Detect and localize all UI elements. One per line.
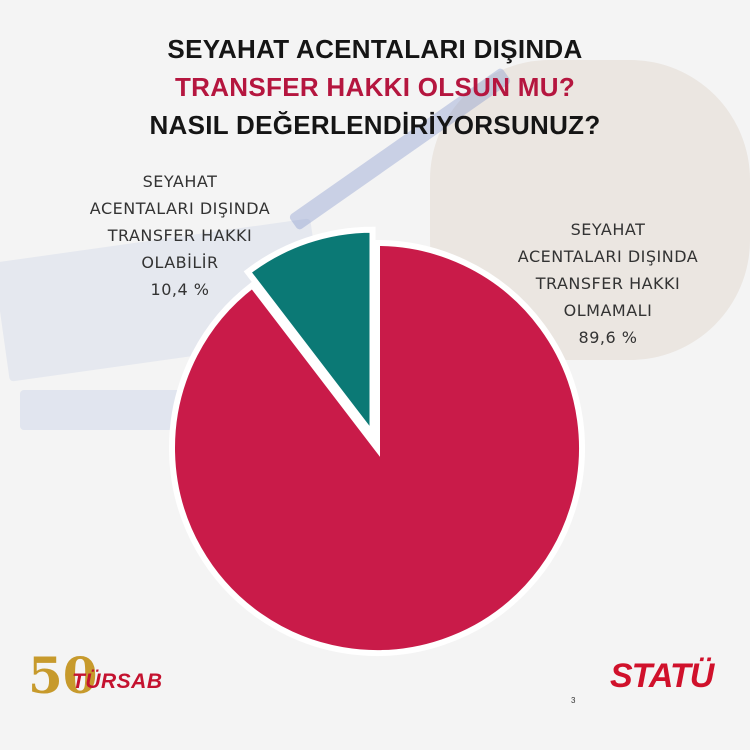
- title-line-3: NASIL DEĞERLENDİRİYORSUNUZ?: [149, 110, 601, 140]
- statu-logo: STATÜ: [610, 656, 720, 700]
- label-value: 10,4 %: [150, 280, 210, 299]
- label-line: OLABİLİR: [141, 253, 219, 272]
- label-line: ACENTALARI DIŞINDA: [517, 247, 699, 266]
- chart-title: SEYAHAT ACENTALARI DIŞINDA TRANSFER HAKK…: [0, 30, 750, 144]
- pie-slice-olabilir: [243, 226, 376, 444]
- label-line: ACENTALARI DIŞINDA: [89, 199, 271, 218]
- title-line-2: TRANSFER HAKKI OLSUN MU?: [174, 72, 576, 102]
- label-line: TRANSFER HAKKI: [535, 274, 681, 293]
- label-line: SEYAHAT: [142, 172, 218, 191]
- tursab-logo: 50 TÜRSAB: [28, 648, 168, 704]
- label-line: SEYAHAT: [570, 220, 646, 239]
- tursab-logo-number: 50: [28, 646, 98, 705]
- label-line: OLMAMALI: [563, 301, 653, 320]
- statu-logo-name: STATÜ: [610, 657, 714, 695]
- label-line: TRANSFER HAKKI: [107, 226, 253, 245]
- page-number: 3: [571, 696, 576, 705]
- title-line-1: SEYAHAT ACENTALARI DIŞINDA: [167, 34, 583, 64]
- tursab-logo-name: TÜRSAB: [72, 670, 163, 693]
- pie-slice-olmamali: [169, 239, 585, 656]
- slice-label-olabilir: SEYAHAT ACENTALARI DIŞINDA TRANSFER HAKK…: [70, 168, 290, 303]
- slice-label-olmamali: SEYAHAT ACENTALARI DIŞINDA TRANSFER HAKK…: [488, 216, 728, 351]
- label-value: 89,6 %: [578, 328, 638, 347]
